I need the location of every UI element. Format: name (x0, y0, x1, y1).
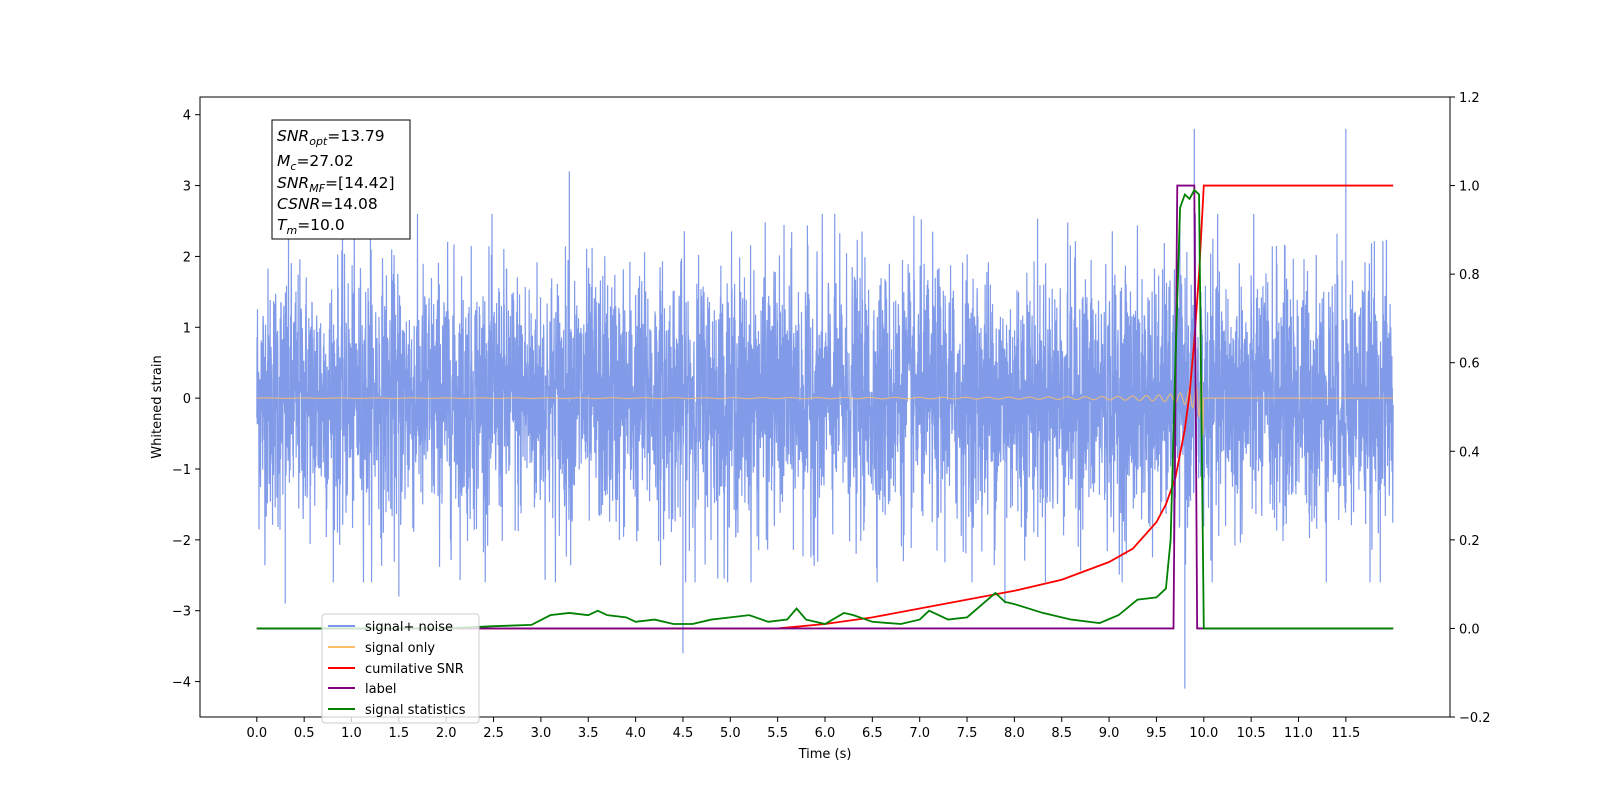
y2-tick-label: 0.8 (1459, 268, 1480, 283)
x-tick-label: 10.5 (1237, 726, 1266, 741)
y-tick-label: 4 (183, 109, 191, 124)
x-tick-label: 1.0 (341, 726, 362, 741)
y-axis-left: 4 3 2 1 0 −1 −2 −3 −4 (172, 109, 200, 691)
y-tick-label: 2 (183, 250, 191, 265)
y-tick-label: 3 (183, 180, 191, 195)
y2-tick-label: 1.2 (1459, 91, 1480, 106)
x-axis-label: Time (s) (798, 747, 852, 762)
x-tick-label: 2.0 (436, 726, 457, 741)
y2-tick-label: −0.2 (1459, 711, 1491, 726)
annotation-box: SNRopt=13.79 Mc=27.02 SNRMF=[14.42] CSNR… (271, 119, 411, 240)
annotation-snr-opt: SNRopt=13.79 (277, 127, 385, 148)
x-tick-label: 4.0 (625, 726, 646, 741)
x-axis: 0.0 0.5 1.0 1.5 2.0 2.5 3.0 3.5 4.0 4.5 5.0 5.5 6.0 6… (246, 717, 1360, 741)
x-tick-label: 7.0 (909, 726, 930, 741)
y2-tick-label: 0.4 (1459, 445, 1480, 460)
x-tick-label: 8.0 (1004, 726, 1025, 741)
x-tick-label: 6.0 (815, 726, 836, 741)
x-tick-label: 7.5 (957, 726, 978, 741)
x-tick-label: 9.5 (1146, 726, 1167, 741)
x-tick-label: 1.5 (389, 726, 410, 741)
x-tick-label: 3.5 (578, 726, 599, 741)
x-tick-label: 8.5 (1051, 726, 1072, 741)
legend-label-label: label (365, 682, 396, 697)
legend-label-signal-only: signal only (365, 641, 435, 656)
y-axis-label: Whitened strain (150, 355, 165, 458)
x-tick-label: 3.0 (531, 726, 552, 741)
annotation-csnr: CSNR=14.08 (277, 195, 378, 213)
x-tick-label: 11.0 (1284, 726, 1313, 741)
y2-tick-label: 0.6 (1459, 357, 1480, 372)
x-tick-label: 10.0 (1189, 726, 1218, 741)
x-tick-label: 11.5 (1331, 726, 1360, 741)
y-axis-right: 1.2 1.0 0.8 0.6 0.4 0.2 0.0 −0.2 (1450, 91, 1491, 726)
y-tick-label: 1 (183, 321, 191, 336)
y2-tick-label: 0.0 (1459, 622, 1480, 637)
x-tick-label: 0.5 (294, 726, 315, 741)
y-tick-label: −3 (172, 605, 191, 620)
y-tick-label: −1 (172, 463, 191, 478)
x-tick-label: 2.5 (483, 726, 504, 741)
y-tick-label: 0 (183, 392, 191, 407)
annotation-snr-mf: SNRMF=[14.42] (277, 174, 395, 195)
series-signal-statistics (256, 188, 1394, 630)
y2-tick-label: 0.2 (1459, 534, 1480, 549)
x-tick-label: 0.0 (246, 726, 267, 741)
series-signal-only (256, 370, 1394, 436)
legend-label-cumulative-snr: cumilative SNR (365, 662, 464, 677)
x-tick-label: 5.0 (720, 726, 741, 741)
y-tick-label: −4 (172, 676, 191, 691)
y2-tick-label: 1.0 (1459, 180, 1480, 195)
legend-label-signal-noise: signal+ noise (365, 620, 453, 635)
x-tick-label: 6.5 (862, 726, 883, 741)
plot-area (256, 128, 1394, 689)
x-tick-label: 5.5 (767, 726, 788, 741)
x-tick-label: 9.0 (1099, 726, 1120, 741)
x-tick-label: 4.5 (673, 726, 694, 741)
legend: signal+ noise signal only cumilative SNR… (321, 613, 480, 724)
series-cumulative-snr (256, 184, 1394, 630)
y-tick-label: −2 (172, 534, 191, 549)
legend-label-signal-statistics: signal statistics (365, 703, 466, 718)
annotation-tm: Tm=10.0 (277, 216, 345, 237)
annotation-mc: Mc=27.02 (277, 152, 354, 173)
